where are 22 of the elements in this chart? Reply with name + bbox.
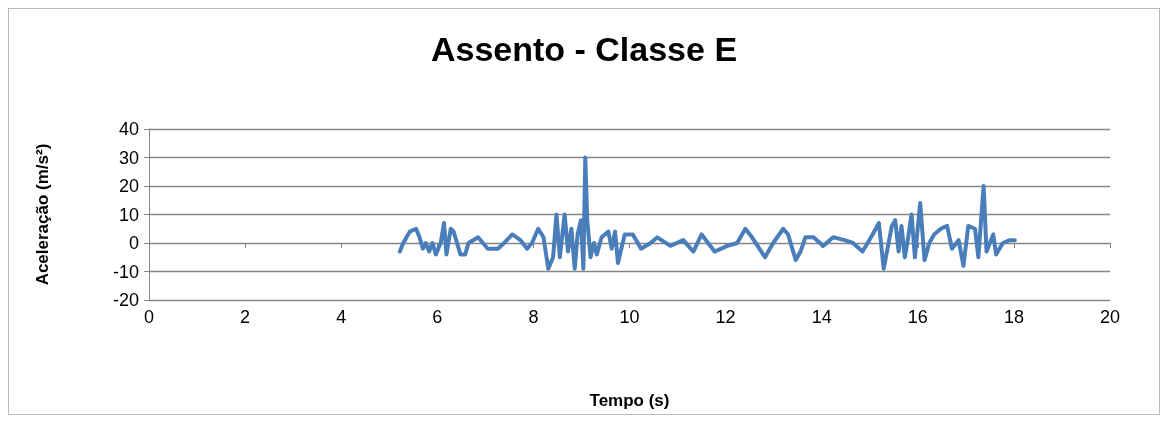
y-tick-label: 30: [118, 147, 139, 168]
line-series: [397, 155, 1017, 271]
x-tick-label: 0: [143, 307, 155, 327]
x-tick-label: 6: [432, 307, 443, 327]
x-tick-label: 14: [811, 307, 832, 327]
x-tick-label: 16: [907, 307, 928, 327]
x-tick-label: 4: [336, 307, 347, 327]
y-tick-label: 0: [128, 233, 139, 253]
x-tick-label: 18: [1003, 307, 1024, 327]
y-axis-title: Aceleração (m/s²): [33, 143, 52, 286]
chart-title: Assento - Classe E: [430, 30, 738, 68]
y-tick-label: 20: [118, 176, 139, 196]
x-tick-label: 2: [240, 307, 251, 327]
x-tick-label: 10: [619, 307, 640, 327]
x-tick-label: 20: [1099, 307, 1121, 327]
x-axis-title: Tempo (s): [589, 391, 670, 410]
x-tick-label: 12: [715, 307, 736, 327]
x-tick-label: 8: [528, 307, 539, 327]
y-tick-label: -10: [112, 261, 139, 282]
y-tick-label: 40: [118, 119, 139, 139]
y-tick-label: 10: [118, 204, 139, 225]
y-tick-label: -20: [112, 290, 139, 310]
